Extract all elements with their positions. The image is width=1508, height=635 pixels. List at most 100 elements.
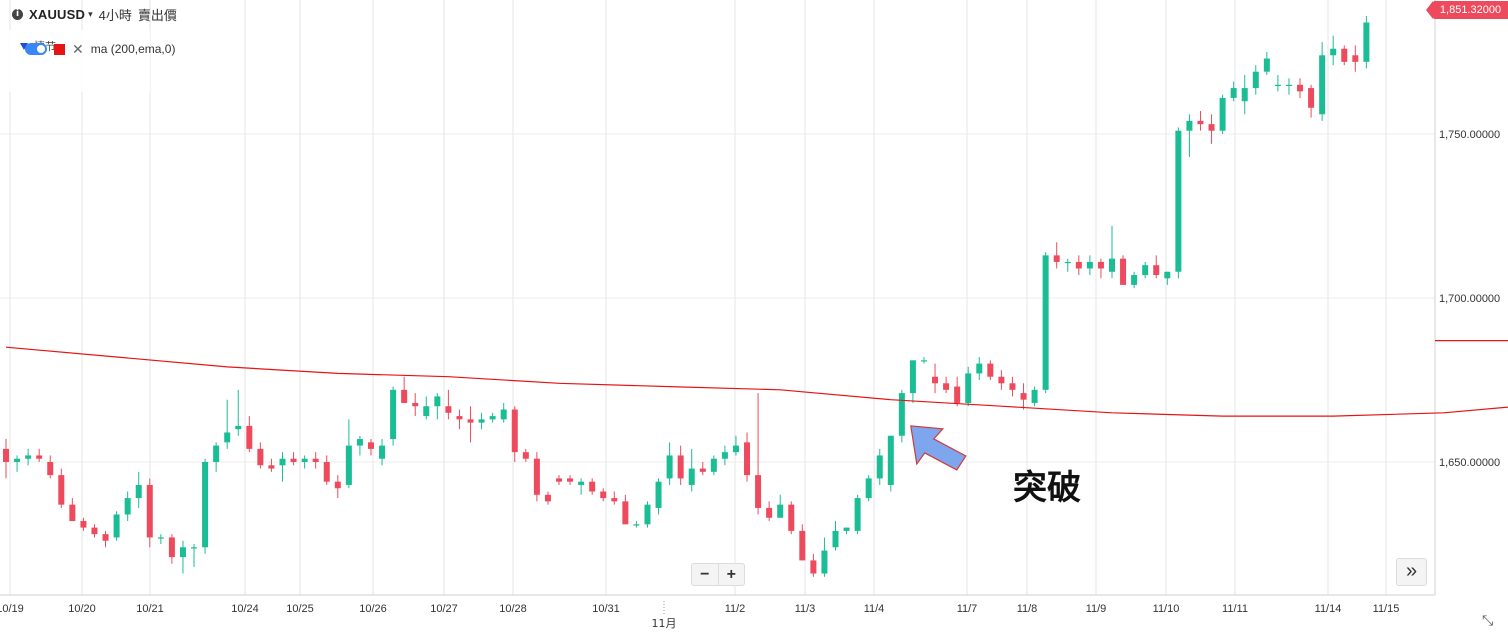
candle-body[interactable] <box>522 452 529 459</box>
candle-body[interactable] <box>965 373 972 403</box>
candle-body[interactable] <box>334 481 341 489</box>
candle-body[interactable] <box>290 458 297 462</box>
candle-body[interactable] <box>390 389 397 440</box>
interval-selector[interactable]: 4小時 <box>98 7 132 23</box>
candle-body[interactable] <box>323 462 330 482</box>
candle-body[interactable] <box>578 481 585 485</box>
candle-body[interactable] <box>1109 258 1115 272</box>
candle-body[interactable] <box>677 455 684 479</box>
candle-body[interactable] <box>202 462 209 548</box>
candle-body[interactable] <box>268 465 275 469</box>
candle-body[interactable] <box>1053 255 1060 262</box>
candle-body[interactable] <box>489 416 496 420</box>
candle-body[interactable] <box>987 363 994 377</box>
candle-body[interactable] <box>224 432 231 443</box>
candle-body[interactable] <box>920 360 927 362</box>
candle-body[interactable] <box>887 435 894 485</box>
candle-body[interactable] <box>191 547 198 549</box>
candle-body[interactable] <box>954 386 961 403</box>
candle-body[interactable] <box>423 406 430 417</box>
zoom-out-button[interactable]: − <box>692 564 719 585</box>
candle-body[interactable] <box>345 445 352 485</box>
candle-body[interactable] <box>766 507 773 518</box>
candle-body[interactable] <box>312 458 319 462</box>
candle-body[interactable] <box>821 550 828 574</box>
candle-body[interactable] <box>213 445 220 462</box>
candle-body[interactable] <box>511 409 518 453</box>
candle-body[interactable] <box>1274 84 1281 86</box>
candle-body[interactable] <box>1086 261 1093 269</box>
candle-body[interactable] <box>932 376 939 384</box>
candle-body[interactable] <box>412 402 419 407</box>
candle-body[interactable] <box>1153 265 1160 276</box>
candle-body[interactable] <box>666 455 673 479</box>
info-icon[interactable]: i <box>12 8 23 20</box>
collapse-triangle-icon[interactable] <box>20 42 28 50</box>
candle-body[interactable] <box>179 547 186 558</box>
candle-body[interactable] <box>58 475 65 505</box>
candle-body[interactable] <box>1219 97 1226 131</box>
candle-body[interactable] <box>168 537 175 558</box>
candle-body[interactable] <box>1064 261 1071 264</box>
candle-body[interactable] <box>1308 88 1315 108</box>
candle-body[interactable] <box>1097 261 1104 269</box>
candle-body[interactable] <box>1131 275 1138 285</box>
expand-icon[interactable]: ⤡ <box>1482 612 1494 628</box>
candle-body[interactable] <box>25 455 32 459</box>
candle-body[interactable] <box>1142 265 1149 276</box>
candle-body[interactable] <box>909 360 916 394</box>
candle-body[interactable] <box>467 419 474 423</box>
candle-body[interactable] <box>69 504 76 522</box>
candle-body[interactable] <box>721 452 728 459</box>
candle-body[interactable] <box>445 406 452 413</box>
candle-body[interactable] <box>1297 84 1304 92</box>
candle-body[interactable] <box>36 455 43 459</box>
candle-body[interactable] <box>279 458 286 466</box>
candle-body[interactable] <box>998 376 1005 384</box>
candle-body[interactable] <box>943 383 950 390</box>
study-color-swatch[interactable] <box>54 43 65 55</box>
candle-body[interactable] <box>854 498 861 531</box>
candle-body[interactable] <box>124 498 131 515</box>
candle-body[interactable] <box>1230 88 1237 98</box>
candle-body[interactable] <box>976 363 983 374</box>
symbol-selector[interactable]: XAUUSD <box>29 6 86 22</box>
candle-body[interactable] <box>832 530 839 548</box>
candle-body[interactable] <box>1042 255 1049 390</box>
candle-body[interactable] <box>843 527 850 531</box>
candle-body[interactable] <box>1197 120 1204 125</box>
candle-body[interactable] <box>611 498 618 502</box>
remove-study-icon[interactable]: ✕ <box>72 41 84 57</box>
candle-body[interactable] <box>777 504 784 518</box>
candle-body[interactable] <box>3 448 9 462</box>
candle-body[interactable] <box>146 484 153 538</box>
candle-body[interactable] <box>246 425 253 449</box>
candle-body[interactable] <box>1031 389 1038 403</box>
scroll-to-latest-button[interactable]: » <box>1396 558 1427 586</box>
candle-body[interactable] <box>865 478 872 499</box>
price-type-selector[interactable]: 賣出價 <box>137 7 177 23</box>
candle-body[interactable] <box>744 442 751 476</box>
candle-body[interactable] <box>1241 88 1248 102</box>
candle-body[interactable] <box>47 462 54 476</box>
candle-body[interactable] <box>367 442 374 449</box>
ma-series-line[interactable] <box>5 340 1508 417</box>
candle-body[interactable] <box>533 458 540 495</box>
candle-body[interactable] <box>91 527 98 535</box>
candle-body[interactable] <box>644 504 651 525</box>
candle-body[interactable] <box>478 419 485 423</box>
candle-body[interactable] <box>1075 261 1082 269</box>
candle-body[interactable] <box>1186 120 1193 131</box>
candle-body[interactable] <box>80 521 87 528</box>
candle-body[interactable] <box>655 481 662 508</box>
candle-body[interactable] <box>379 445 386 459</box>
candle-body[interactable] <box>1341 48 1348 62</box>
candle-body[interactable] <box>1363 22 1370 62</box>
candle-body[interactable] <box>1263 58 1270 72</box>
candle-body[interactable] <box>1252 71 1259 89</box>
chevron-down-icon[interactable]: ▾ <box>88 8 93 19</box>
study-visibility-toggle[interactable] <box>25 43 47 55</box>
candle-body[interactable] <box>1208 124 1215 131</box>
candle-body[interactable] <box>500 409 507 420</box>
